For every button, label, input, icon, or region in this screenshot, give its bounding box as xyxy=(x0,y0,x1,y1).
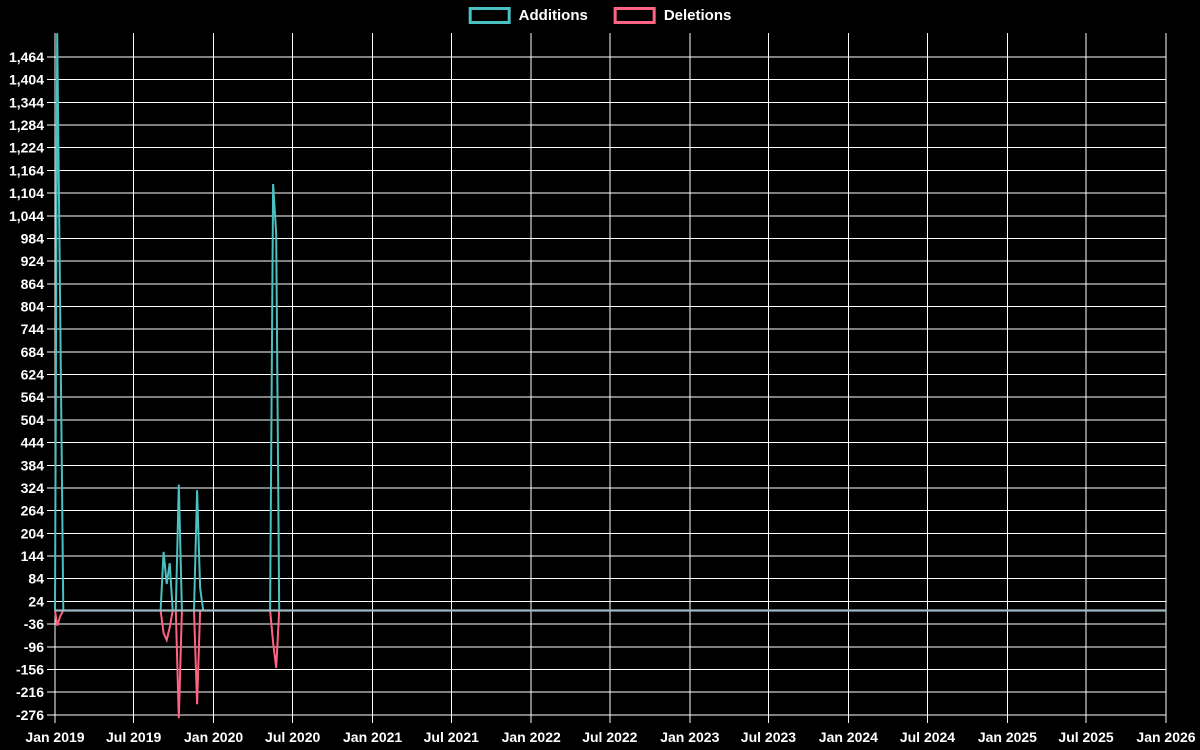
y-tick-label: 24 xyxy=(28,593,44,609)
y-tick-label: 984 xyxy=(21,230,45,246)
y-tick-label: 864 xyxy=(21,276,45,292)
x-tick-label: Jul 2022 xyxy=(582,729,637,745)
y-tick-label: 1,104 xyxy=(9,185,44,201)
additions-line xyxy=(54,33,1166,612)
y-tick-label: 1,284 xyxy=(9,117,44,133)
x-tick-label: Jul 2020 xyxy=(265,729,320,745)
y-tick-label: 384 xyxy=(21,457,45,473)
chart-legend: Additions Deletions xyxy=(468,7,732,24)
deletions-swatch-icon xyxy=(613,7,656,24)
x-tick-label: Jul 2024 xyxy=(900,729,955,745)
y-tick-label: 1,464 xyxy=(9,49,44,65)
x-tick-label: Jul 2023 xyxy=(741,729,796,745)
x-tick-label: Jan 2022 xyxy=(502,729,561,745)
y-tick-label: 924 xyxy=(21,253,45,269)
y-tick-label: -276 xyxy=(16,707,44,723)
y-tick-label: 744 xyxy=(21,321,45,337)
y-tick-label: 264 xyxy=(21,503,45,519)
y-tick-label: 84 xyxy=(28,571,44,587)
x-tick-label: Jul 2025 xyxy=(1058,729,1113,745)
y-tick-label: 1,224 xyxy=(9,140,44,156)
y-tick-label: 444 xyxy=(21,435,45,451)
legend-item-deletions[interactable]: Deletions xyxy=(613,7,732,24)
legend-label-deletions: Deletions xyxy=(663,7,732,24)
y-tick-label: -36 xyxy=(24,616,44,632)
y-tick-label: -216 xyxy=(16,684,44,700)
y-tick-label: -156 xyxy=(16,661,44,677)
y-tick-label: -96 xyxy=(24,639,44,655)
y-tick-label: 684 xyxy=(21,344,45,360)
y-tick-label: 1,164 xyxy=(9,162,44,178)
x-tick-label: Jan 2021 xyxy=(343,729,402,745)
y-tick-label: 204 xyxy=(21,525,45,541)
deletions-line xyxy=(54,609,1166,719)
y-tick-label: 804 xyxy=(21,299,45,315)
y-tick-label: 1,044 xyxy=(9,208,44,224)
y-tick-label: 564 xyxy=(21,389,45,405)
x-tick-label: Jul 2019 xyxy=(106,729,161,745)
x-tick-label: Jan 2024 xyxy=(819,729,878,745)
additions-swatch-icon xyxy=(468,7,511,24)
legend-label-additions: Additions xyxy=(518,7,588,24)
y-tick-label: 1,404 xyxy=(9,72,44,88)
legend-item-additions[interactable]: Additions xyxy=(468,7,588,24)
y-tick-label: 624 xyxy=(21,367,45,383)
x-tick-label: Jul 2021 xyxy=(424,729,479,745)
x-tick-label: Jan 2026 xyxy=(1136,729,1195,745)
y-tick-label: 504 xyxy=(21,412,45,428)
y-tick-label: 1,344 xyxy=(9,94,44,110)
x-tick-label: Jan 2019 xyxy=(25,729,84,745)
x-tick-label: Jan 2020 xyxy=(184,729,243,745)
x-tick-label: Jan 2025 xyxy=(978,729,1037,745)
x-tick-label: Jan 2023 xyxy=(660,729,719,745)
y-tick-label: 324 xyxy=(21,480,45,496)
y-tick-label: 144 xyxy=(21,548,45,564)
